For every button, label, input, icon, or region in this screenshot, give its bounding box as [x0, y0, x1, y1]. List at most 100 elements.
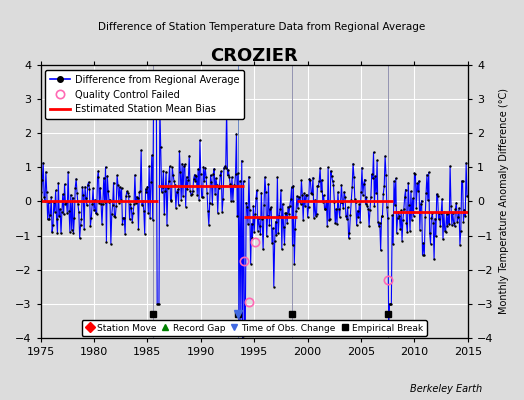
Point [157, 144, 165, 150]
Point [418, 198, 426, 204]
Point [252, 195, 260, 202]
Point [450, 223, 458, 229]
Point [206, 172, 215, 178]
Point [67, 192, 75, 198]
Point [177, 196, 185, 203]
Point [401, 186, 410, 193]
Point [86, 223, 94, 229]
Point [455, 205, 463, 211]
Point [443, 223, 452, 229]
Point [373, 157, 381, 164]
Point [59, 191, 67, 198]
Point [363, 203, 372, 210]
Point [51, 187, 60, 194]
Point [241, 318, 249, 324]
Point [245, 174, 253, 180]
Point [309, 174, 317, 181]
Point [320, 206, 329, 212]
Point [318, 177, 326, 183]
Point [342, 213, 350, 219]
Point [254, 227, 262, 234]
Point [194, 166, 202, 172]
Point [220, 164, 228, 171]
Point [336, 199, 345, 206]
Point [404, 180, 412, 186]
Point [148, 152, 156, 158]
Point [78, 216, 86, 222]
Point [447, 203, 455, 209]
Point [96, 184, 104, 191]
Point [350, 173, 358, 180]
Point [335, 206, 343, 212]
Point [346, 212, 355, 218]
Point [149, 89, 158, 96]
Point [69, 230, 78, 236]
Point [165, 178, 173, 184]
Point [374, 218, 382, 225]
Point [136, 188, 145, 195]
Point [114, 182, 122, 188]
Point [382, 172, 390, 178]
Point [394, 208, 402, 215]
Point [78, 184, 86, 190]
Point [143, 189, 151, 196]
Point [317, 188, 325, 194]
Point [208, 201, 216, 208]
Point [334, 189, 342, 195]
Point [85, 186, 94, 192]
Point [45, 216, 53, 222]
Point [413, 180, 421, 186]
Point [370, 202, 379, 209]
Point [208, 179, 216, 185]
Point [421, 214, 429, 220]
Point [144, 210, 152, 217]
Point [187, 192, 195, 198]
Point [457, 178, 466, 184]
Point [276, 206, 284, 212]
Point [226, 181, 234, 187]
Point [439, 236, 447, 242]
Point [441, 227, 449, 234]
Point [99, 200, 107, 207]
Point [224, 167, 233, 173]
Point [225, 174, 234, 180]
Point [106, 196, 114, 203]
Point [91, 197, 99, 203]
Point [367, 194, 375, 200]
Point [265, 222, 274, 228]
Point [403, 228, 411, 235]
Point [163, 184, 172, 191]
Point [169, 172, 178, 179]
Point [328, 173, 336, 180]
Point [307, 190, 315, 196]
Point [340, 188, 348, 195]
Point [456, 228, 465, 234]
Point [124, 189, 132, 196]
Point [387, 301, 396, 307]
Point [320, 192, 328, 199]
Point [75, 235, 84, 241]
Point [234, 170, 243, 176]
Point [427, 215, 435, 221]
Point [70, 214, 79, 221]
Point [84, 179, 93, 185]
Point [112, 202, 121, 209]
Point [281, 210, 290, 216]
Point [205, 200, 214, 206]
Point [361, 176, 369, 183]
Point [182, 174, 191, 180]
Point [454, 214, 462, 221]
Point [100, 174, 108, 181]
Text: Difference of Station Temperature Data from Regional Average: Difference of Station Temperature Data f… [99, 22, 425, 32]
Point [200, 178, 209, 185]
Point [185, 152, 193, 159]
Point [192, 172, 201, 179]
Point [135, 188, 144, 195]
Point [314, 183, 323, 189]
Point [251, 211, 259, 217]
Point [222, 164, 230, 171]
Point [333, 221, 341, 228]
Point [154, 301, 162, 307]
Point [156, 103, 164, 109]
Point [81, 183, 89, 190]
